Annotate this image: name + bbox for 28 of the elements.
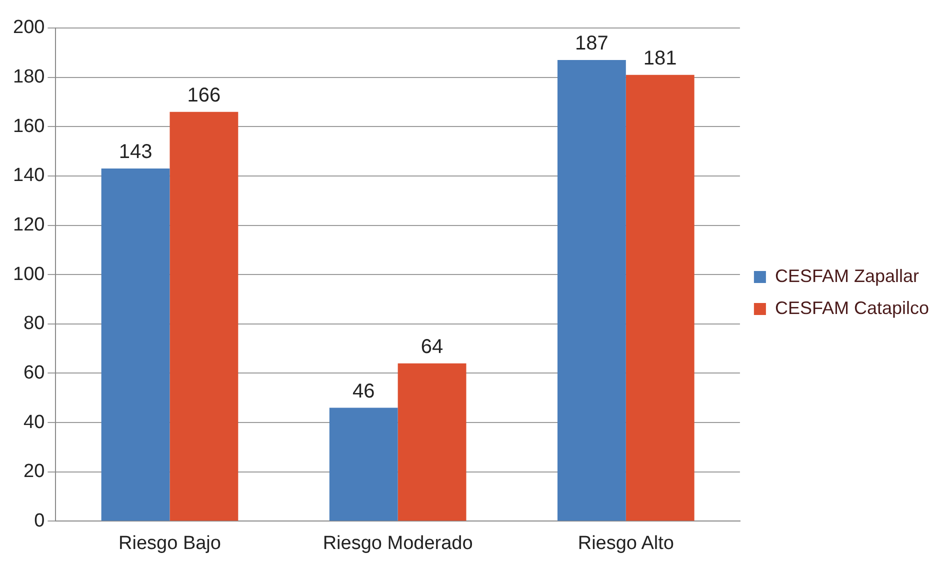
data-label: 143 — [118, 141, 152, 164]
y-tick-label: 40 — [24, 412, 45, 433]
data-label: 64 — [420, 336, 444, 358]
data-label: 46 — [352, 380, 375, 402]
y-tick-label: 120 — [13, 214, 45, 236]
y-tick-label: 0 — [34, 510, 45, 532]
y-tick-label: 180 — [13, 66, 45, 88]
y-tick-label: 80 — [24, 313, 45, 334]
bar — [101, 168, 170, 521]
y-tick-label: 60 — [24, 362, 45, 384]
bar — [626, 74, 694, 521]
data-label: 166 — [187, 84, 221, 106]
x-tick-label: Riesgo Bajo — [118, 532, 221, 554]
data-label: 181 — [643, 47, 677, 70]
bar — [170, 112, 238, 521]
y-tick-label: 140 — [13, 165, 45, 186]
x-tick-label: Riesgo Alto — [578, 532, 674, 554]
y-tick-label: 200 — [13, 17, 45, 38]
x-tick-label: Riesgo Moderado — [322, 532, 473, 554]
y-tick-label: 100 — [13, 264, 45, 285]
bar — [398, 363, 466, 521]
bar — [557, 60, 626, 521]
legend-label: CESFAM Catapilco — [774, 298, 930, 318]
data-label: 187 — [575, 32, 608, 55]
y-tick-label: 160 — [13, 116, 45, 137]
y-tick-label: 20 — [24, 461, 45, 482]
bar — [329, 408, 398, 521]
legend-label: CESFAM Zapallar — [774, 266, 919, 286]
